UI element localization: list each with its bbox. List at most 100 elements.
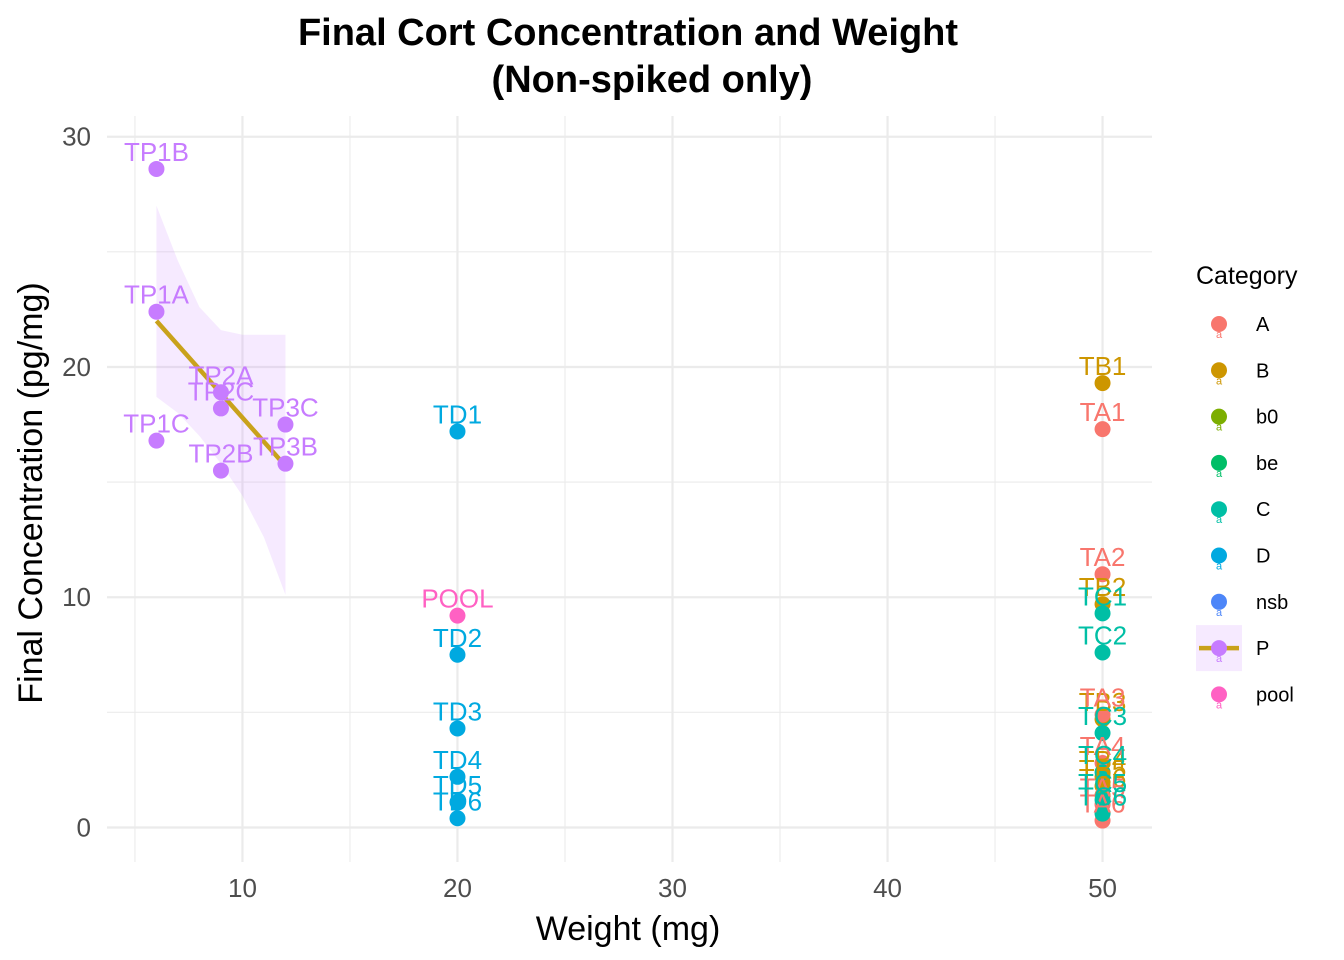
point-label: TA1	[1080, 397, 1126, 427]
legend-key-glyph: a	[1216, 422, 1223, 434]
data-point	[1094, 791, 1111, 808]
legend-label: P	[1256, 638, 1269, 660]
data-point	[449, 607, 466, 624]
legend-key-glyph: a	[1216, 329, 1223, 341]
legend-key-point	[1211, 316, 1227, 332]
point-label: TD4	[433, 745, 482, 775]
y-tick-label: 0	[77, 812, 91, 842]
chart-subtitle: (Non-spiked only)	[492, 59, 813, 101]
y-tick-label: 20	[62, 352, 91, 382]
chart-title: Final Cort Concentration and Weight	[298, 12, 958, 54]
point-label: TB3	[1079, 687, 1127, 717]
data-point	[449, 720, 466, 737]
axes: 10 20 30 40 50 0 10 20 30	[62, 122, 1117, 903]
data-point	[449, 423, 466, 440]
legend-key-glyph: a	[1216, 653, 1223, 665]
legend-key-point	[1211, 454, 1227, 471]
x-axis-label: Weight (mg)	[536, 910, 721, 948]
point-label: TB6	[1079, 763, 1127, 793]
x-tick-label: 40	[873, 873, 902, 903]
point-label: TC1	[1078, 581, 1127, 611]
point-label: TB5	[1079, 754, 1127, 784]
point-label: TD2	[433, 623, 482, 653]
legend-key-glyph: a	[1216, 561, 1223, 573]
legend-key-glyph: a	[1216, 607, 1223, 619]
legend-key-glyph: a	[1216, 514, 1223, 526]
legend-label: nsb	[1256, 592, 1288, 614]
point-label: TP1B	[124, 137, 189, 167]
data-point	[148, 303, 165, 320]
data-point	[1094, 805, 1111, 822]
data-point	[1094, 605, 1111, 622]
legend-key-glyph: a	[1216, 468, 1223, 480]
grid-lines	[107, 116, 1152, 862]
point-label: TB4	[1079, 745, 1127, 775]
data-point	[1094, 706, 1111, 723]
point-label: TC4	[1078, 740, 1127, 770]
data-point	[449, 646, 466, 663]
point-label: TP1A	[124, 280, 190, 310]
point-label: POOL	[421, 584, 493, 614]
point-label: TP3B	[253, 432, 318, 462]
legend-key-point	[1211, 640, 1227, 657]
point-label: TD6	[433, 786, 482, 816]
legend-label: B	[1256, 360, 1269, 382]
legend-label: be	[1256, 453, 1278, 475]
data-point	[212, 400, 229, 417]
y-tick-label: 30	[62, 122, 91, 152]
point-label: TA2	[1080, 542, 1126, 572]
point-label: TC2	[1078, 620, 1127, 650]
legend-key-point	[1211, 547, 1227, 564]
data-point	[1094, 421, 1111, 438]
legend-label: b0	[1256, 407, 1278, 429]
point-label: TD1	[433, 399, 482, 429]
point-label: TA5	[1080, 772, 1126, 802]
legend-key-point	[1211, 686, 1227, 703]
data-point	[1094, 725, 1111, 742]
data-point	[277, 416, 294, 433]
data-point	[1094, 566, 1111, 583]
data-point	[449, 794, 466, 811]
legend: Category a Aa Ba b0 a be a Ca Da nsb a Pa pool	[1196, 262, 1298, 711]
x-tick-label: 50	[1088, 873, 1117, 903]
point-label: TP3C	[252, 393, 318, 423]
legend-label: C	[1256, 499, 1270, 521]
point-label: TD3	[433, 696, 482, 726]
legend-key-glyph: a	[1216, 699, 1223, 711]
x-tick-label: 30	[658, 873, 687, 903]
data-point	[212, 384, 229, 401]
confidence-ribbon-area	[156, 205, 286, 595]
point-label: TB1	[1079, 351, 1127, 381]
legend-label: pool	[1256, 684, 1294, 706]
point-label: TA4	[1080, 731, 1126, 761]
legend-key-point	[1211, 362, 1227, 379]
point-label: TC3	[1078, 701, 1127, 731]
confidence-ribbon	[156, 205, 286, 595]
point-label: TP2A	[188, 360, 254, 390]
x-tick-label: 20	[443, 873, 472, 903]
legend-key-point	[1211, 501, 1227, 518]
point-label: TP1C	[123, 409, 189, 439]
legend-label: D	[1256, 546, 1270, 568]
legend-items: a Aa Ba b0 a be a Ca Da nsb a Pa pool	[1196, 314, 1294, 711]
point-label: TC6	[1078, 782, 1127, 812]
data-point	[449, 810, 466, 827]
data-point	[277, 455, 294, 472]
data-point	[212, 462, 229, 479]
data-points	[148, 160, 1111, 829]
point-label: TP2B	[188, 439, 253, 469]
point-label: TB2	[1079, 572, 1127, 602]
data-point	[449, 768, 466, 785]
y-axis-label: Final Concentration (pg/mg)	[12, 282, 50, 703]
data-point	[1094, 764, 1111, 781]
legend-label: A	[1256, 314, 1270, 336]
point-label: TA6	[1080, 789, 1126, 819]
x-tick-label: 10	[228, 873, 257, 903]
point-label: TC5	[1078, 768, 1127, 798]
legend-key-glyph: a	[1216, 375, 1223, 387]
point-label: TD5	[433, 770, 482, 800]
legend-key-point	[1211, 408, 1227, 425]
data-point	[1094, 644, 1111, 661]
